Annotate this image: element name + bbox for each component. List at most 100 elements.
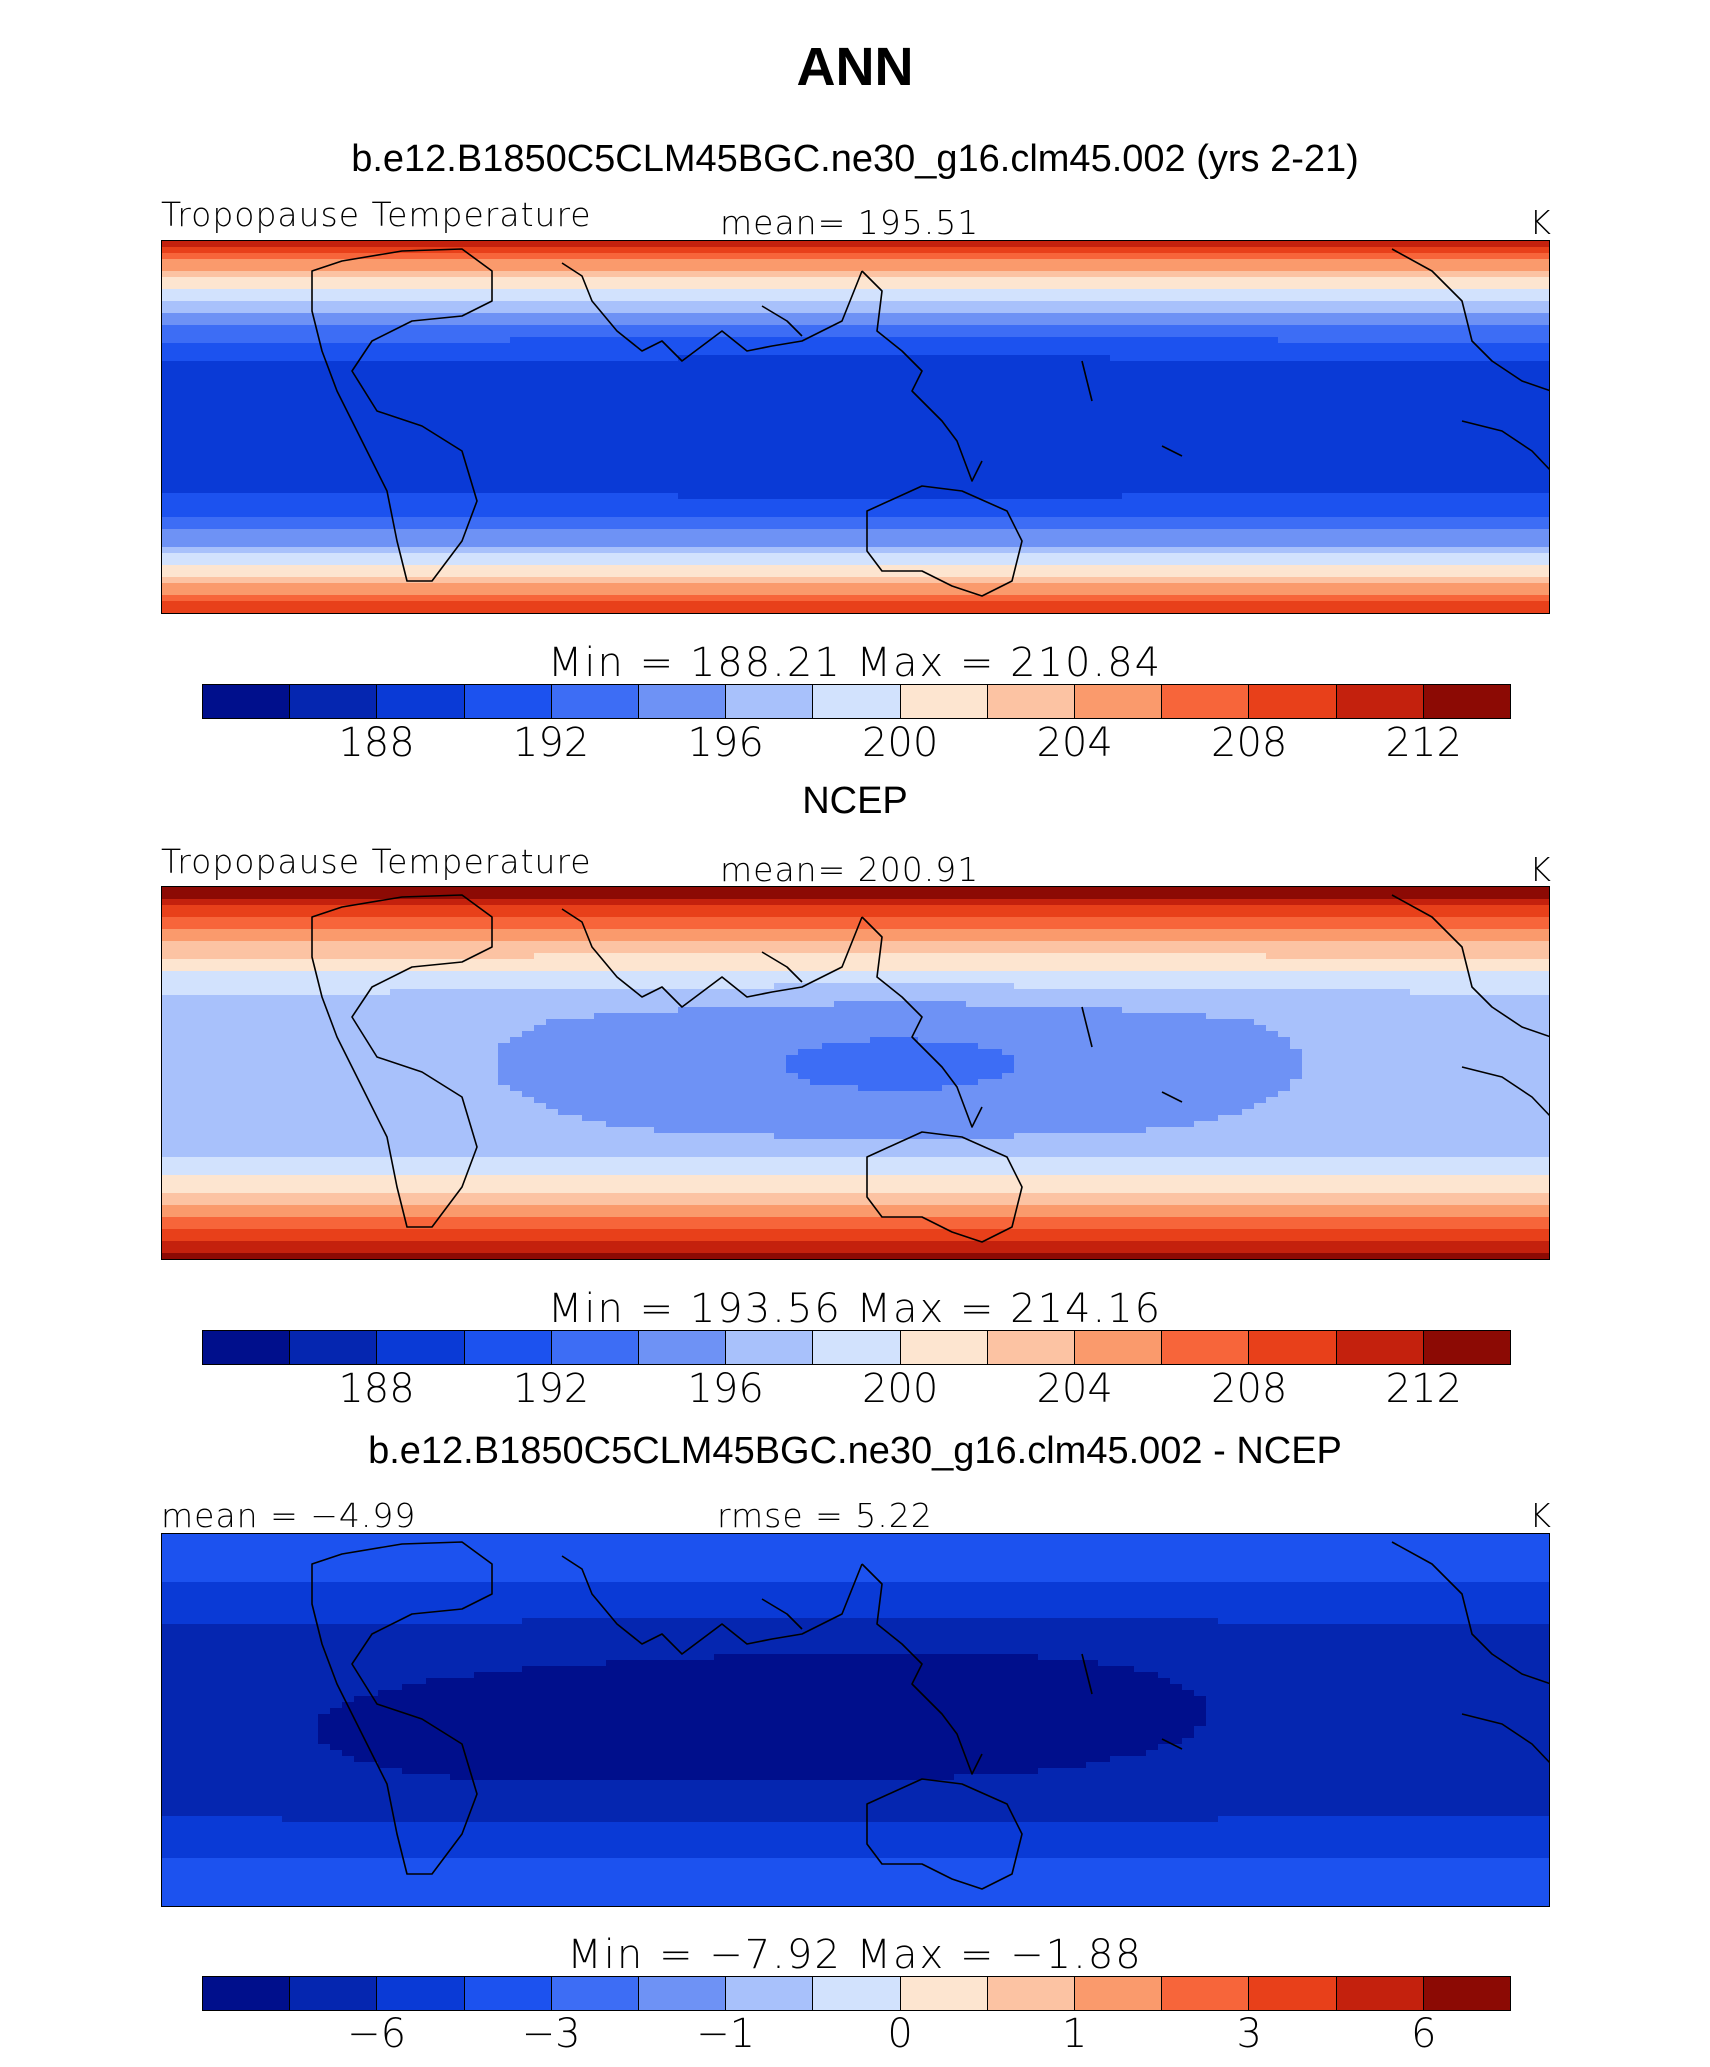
field-cell bbox=[1326, 391, 1339, 398]
field-cell bbox=[1266, 247, 1279, 254]
field-cell bbox=[978, 271, 991, 278]
field-cell bbox=[606, 493, 619, 500]
field-cell bbox=[774, 385, 787, 392]
field-cell bbox=[594, 379, 607, 386]
field-cell bbox=[1254, 247, 1267, 254]
field-cell bbox=[966, 439, 979, 446]
field-cell bbox=[906, 451, 919, 458]
field-cell bbox=[978, 475, 991, 482]
field-cell bbox=[174, 469, 187, 476]
field-cell bbox=[1494, 259, 1507, 266]
field-cell bbox=[1446, 241, 1459, 248]
field-cell bbox=[414, 355, 427, 362]
field-cell bbox=[1242, 397, 1255, 404]
field-cell bbox=[486, 403, 499, 410]
field-cell bbox=[1086, 421, 1099, 428]
field-cell bbox=[618, 433, 631, 440]
field-cell bbox=[1206, 283, 1219, 290]
field-cell bbox=[1530, 367, 1543, 374]
field-cell bbox=[558, 433, 571, 440]
field-cell bbox=[630, 349, 643, 356]
field-cell bbox=[678, 331, 691, 338]
field-cell bbox=[1302, 385, 1315, 392]
field-cell bbox=[162, 307, 175, 314]
field-cell bbox=[822, 277, 835, 284]
field-cell bbox=[294, 295, 307, 302]
field-cell bbox=[690, 409, 703, 416]
field-cell bbox=[642, 295, 655, 302]
field-cell bbox=[894, 337, 907, 344]
field-cell bbox=[846, 385, 859, 392]
field-cell bbox=[1482, 283, 1495, 290]
field-cell bbox=[1242, 259, 1255, 266]
field-cell bbox=[714, 271, 727, 278]
field-cell bbox=[1470, 289, 1483, 296]
field-cell bbox=[174, 307, 187, 314]
field-cell bbox=[1182, 361, 1195, 368]
field-cell bbox=[1134, 385, 1147, 392]
field-cell bbox=[546, 283, 559, 290]
field-cell bbox=[210, 289, 223, 296]
field-cell bbox=[282, 331, 295, 338]
field-cell bbox=[414, 283, 427, 290]
field-cell bbox=[462, 445, 475, 452]
field-cell bbox=[1146, 265, 1159, 272]
field-cell bbox=[1218, 469, 1231, 476]
field-cell bbox=[246, 295, 259, 302]
field-cell bbox=[918, 337, 931, 344]
field-cell bbox=[1050, 463, 1063, 470]
field-cell bbox=[330, 265, 343, 272]
field-cell bbox=[1014, 247, 1027, 254]
field-cell bbox=[786, 259, 799, 266]
field-cell bbox=[270, 409, 283, 416]
field-cell bbox=[918, 253, 931, 260]
field-cell bbox=[1230, 439, 1243, 446]
field-cell bbox=[1098, 253, 1111, 260]
field-cell bbox=[1266, 421, 1279, 428]
field-cell bbox=[342, 445, 355, 452]
field-cell bbox=[1074, 385, 1087, 392]
field-cell bbox=[1290, 481, 1303, 488]
field-cell bbox=[342, 307, 355, 314]
field-cell bbox=[366, 433, 379, 440]
field-cell bbox=[1014, 487, 1027, 494]
field-cell bbox=[642, 415, 655, 422]
field-cell bbox=[1470, 271, 1483, 278]
field-cell bbox=[582, 457, 595, 464]
field-cell bbox=[234, 325, 247, 332]
field-cell bbox=[1326, 325, 1339, 332]
field-cell bbox=[1542, 361, 1549, 368]
field-cell bbox=[330, 457, 343, 464]
panel-1-variable-label: Tropopause Temperature bbox=[161, 198, 592, 231]
field-cell bbox=[1026, 355, 1039, 362]
field-cell bbox=[558, 277, 571, 284]
field-cell bbox=[858, 403, 871, 410]
field-cell bbox=[1326, 265, 1339, 272]
field-cell bbox=[1518, 415, 1531, 422]
field-cell bbox=[750, 385, 763, 392]
field-cell bbox=[1062, 265, 1075, 272]
field-cell bbox=[1134, 295, 1147, 302]
field-cell bbox=[654, 247, 667, 254]
field-cell bbox=[1362, 319, 1375, 326]
field-cell bbox=[1146, 409, 1159, 416]
field-cell bbox=[1110, 307, 1123, 314]
field-cell bbox=[1482, 295, 1495, 302]
field-cell bbox=[1230, 367, 1243, 374]
field-cell bbox=[894, 427, 907, 434]
field-cell bbox=[402, 253, 415, 260]
field-cell bbox=[1074, 355, 1087, 362]
field-cell bbox=[1518, 247, 1531, 254]
field-cell bbox=[606, 349, 619, 356]
field-cell bbox=[810, 349, 823, 356]
field-cell bbox=[330, 349, 343, 356]
field-cell bbox=[330, 463, 343, 470]
field-cell bbox=[1386, 313, 1399, 320]
field-cell bbox=[630, 271, 643, 278]
field-cell bbox=[1230, 427, 1243, 434]
field-cell bbox=[1038, 361, 1051, 368]
field-cell bbox=[402, 433, 415, 440]
field-cell bbox=[954, 277, 967, 284]
field-cell bbox=[1098, 271, 1111, 278]
field-cell bbox=[702, 415, 715, 422]
